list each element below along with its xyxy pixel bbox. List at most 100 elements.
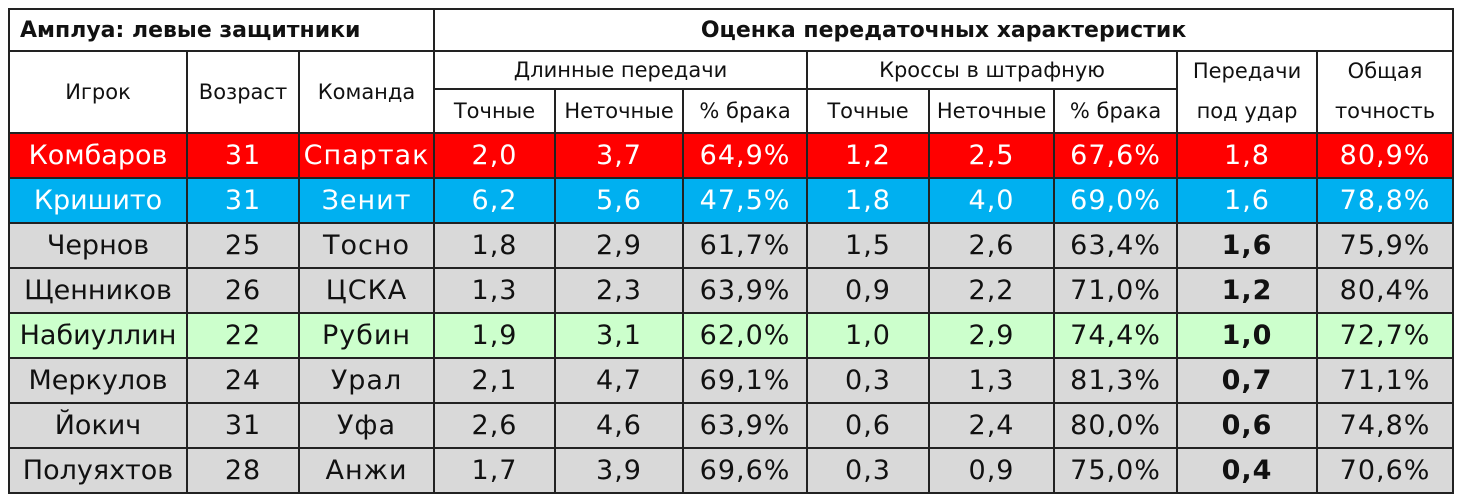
column-header: Возраст: [186, 50, 300, 134]
cell: 1,6: [1176, 222, 1319, 269]
player-row: Йокич 31 Уфа 2,6 4,6 63,9% 0,6 2,4 80,0% 0,6 74,8%: [8, 402, 1455, 449]
cell: 0,9: [928, 447, 1056, 494]
column-header: Передачи: [1176, 50, 1319, 89]
cell: 78,8%: [1316, 177, 1455, 224]
cell: 5,6: [554, 177, 685, 224]
cell: 2,6: [928, 222, 1056, 269]
cell: 63,9%: [682, 267, 809, 314]
header-row: Игрок Возраст Команда Длинные передачи К…: [8, 50, 1455, 134]
cell: Тосно: [297, 222, 436, 269]
cell: 1,8: [433, 222, 557, 269]
player-name: Чернов: [8, 222, 188, 269]
cell: 74,4%: [1053, 312, 1179, 359]
cell: 2,4: [928, 402, 1056, 449]
cell: 0,3: [806, 447, 931, 494]
cell: 2,2: [928, 267, 1056, 314]
cell: 61,7%: [682, 222, 809, 269]
cell: 1,6: [1176, 177, 1319, 224]
cell: 4,6: [554, 402, 685, 449]
cell: 71,0%: [1053, 267, 1179, 314]
cell: 69,1%: [682, 357, 809, 404]
cell: 2,1: [433, 357, 557, 404]
player-row: Чернов 25 Тосно 1,8 2,9 61,7% 1,5 2,6 63,4% 1,6 75…: [8, 222, 1455, 269]
table-body: Комбаров 31 Спартак 2,0 3,7 64,9% 1,2 2,5 67,6% 1…: [8, 132, 1455, 494]
player-row: Щенников 26 ЦСКА 1,3 2,3 63,9% 0,9 2,2 71,0% 1,2 8…: [8, 267, 1455, 314]
cell: 2,9: [554, 222, 685, 269]
player-name: Полуяхтов: [8, 447, 188, 494]
column-header: % брака: [1053, 88, 1179, 134]
column-header: Неточные: [554, 88, 685, 134]
cell: 80,4%: [1316, 267, 1455, 314]
cell: 3,7: [554, 132, 685, 179]
column-header: Точные: [433, 88, 557, 134]
title-row: Амплуа: левые защитники Оценка передаточ…: [7, 8, 1455, 52]
player-row: Комбаров 31 Спартак 2,0 3,7 64,9% 1,2 2,5 67,6% 1…: [8, 132, 1455, 179]
cell: 25: [186, 222, 300, 269]
player-row: Кришито 31 Зенит 6,2 5,6 47,5% 1,8 4,0 69,0% 1,6 7…: [8, 177, 1455, 224]
player-row: Набиуллин 22 Рубин 1,9 3,1 62,0% 1,0 2,9 74,4% 1,…: [8, 312, 1455, 359]
column-header: Точные: [806, 88, 931, 134]
cell: 47,5%: [682, 177, 809, 224]
cell: 69,6%: [682, 447, 809, 494]
cell: 67,6%: [1053, 132, 1179, 179]
cell: 70,6%: [1316, 447, 1455, 494]
group-header: Длинные передачи: [433, 50, 809, 90]
cell: 80,0%: [1053, 402, 1179, 449]
cell: 64,9%: [682, 132, 809, 179]
cell: 1,2: [806, 132, 931, 179]
player-name: Набиуллин: [8, 312, 188, 359]
cell: 2,5: [928, 132, 1056, 179]
cell: 31: [186, 177, 300, 224]
cell: 75,9%: [1316, 222, 1455, 269]
player-row: Меркулов 24 Урал 2,1 4,7 69,1% 0,3 1,3 81,3% 0,7 7…: [8, 357, 1455, 404]
cell: 0,3: [806, 357, 931, 404]
cell: 1,8: [1176, 132, 1319, 179]
cell: 26: [186, 267, 300, 314]
cell: Анжи: [297, 447, 436, 494]
cell: 1,0: [1176, 312, 1319, 359]
cell: 4,0: [928, 177, 1056, 224]
column-header: Неточные: [928, 88, 1056, 134]
column-header: Команда: [297, 50, 436, 134]
cell: 75,0%: [1053, 447, 1179, 494]
section-title: Оценка передаточных характеристик: [433, 8, 1455, 52]
cell: 0,7: [1176, 357, 1319, 404]
cell: 1,9: [433, 312, 557, 359]
cell: 71,1%: [1316, 357, 1455, 404]
table-header: Амплуа: левые защитники Оценка передаточ…: [7, 8, 1455, 134]
stats-table: Амплуа: левые защитники Оценка передаточ…: [7, 8, 1455, 494]
cell: Спартак: [297, 132, 436, 179]
cell: 1,7: [433, 447, 557, 494]
player-name: Комбаров: [8, 132, 188, 179]
cell: 80,9%: [1316, 132, 1455, 179]
cell: 3,1: [554, 312, 685, 359]
cell: 81,3%: [1053, 357, 1179, 404]
column-header: Общая: [1316, 50, 1455, 89]
cell: 2,0: [433, 132, 557, 179]
cell: 0,9: [806, 267, 931, 314]
cell: 63,9%: [682, 402, 809, 449]
cell: 0,6: [806, 402, 931, 449]
cell: ЦСКА: [297, 267, 436, 314]
cell: 1,0: [806, 312, 931, 359]
player-name: Кришито: [8, 177, 188, 224]
cell: Рубин: [297, 312, 436, 359]
cell: 72,7%: [1316, 312, 1455, 359]
cell: 69,0%: [1053, 177, 1179, 224]
cell: 1,2: [1176, 267, 1319, 314]
cell: 1,3: [928, 357, 1056, 404]
player-name: Йокич: [8, 402, 188, 449]
cell: 74,8%: [1316, 402, 1455, 449]
cell: 63,4%: [1053, 222, 1179, 269]
cell: 2,9: [928, 312, 1056, 359]
player-name: Меркулов: [8, 357, 188, 404]
column-header: под удар: [1176, 89, 1319, 134]
column-header: точность: [1316, 89, 1455, 134]
cell: 24: [186, 357, 300, 404]
cell: 1,3: [433, 267, 557, 314]
group-header: Кроссы в штрафную: [806, 50, 1179, 90]
player-row: Полуяхтов 28 Анжи 1,7 3,9 69,6% 0,3 0,9 75,0% 0,4…: [8, 447, 1455, 494]
column-header: Игрок: [8, 50, 188, 134]
column-header: % брака: [682, 88, 809, 134]
